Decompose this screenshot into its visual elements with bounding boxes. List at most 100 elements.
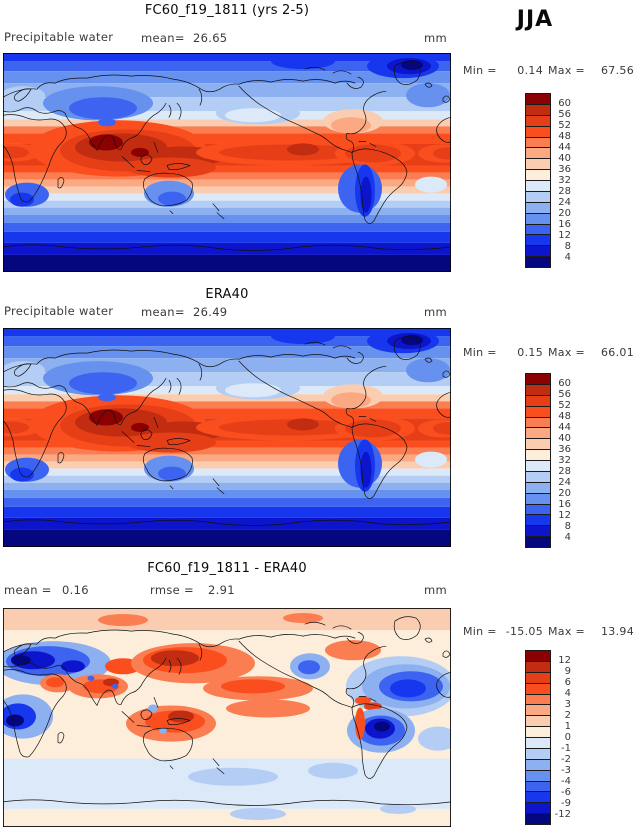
colorbar-tick: -6: [561, 786, 571, 798]
colorbar-segment: [526, 103, 550, 115]
colorbar-tick: 56: [558, 109, 571, 121]
panel3-max-label: Max =: [548, 625, 585, 638]
colorbar-segment: [526, 671, 550, 683]
colorbar-tick: 4: [564, 531, 571, 543]
panel3-mean-value: 0.16: [62, 583, 89, 597]
panel2-mean-value: 26.49: [193, 305, 228, 319]
panel1-colorbar-ticks: 60 56 52 48 44 40 36 32 28 24 20 16 12 8 4: [541, 93, 571, 268]
colorbar-tick: 3: [564, 699, 571, 711]
panel1-colorbar: [525, 93, 551, 268]
colorbar-segment: [526, 438, 550, 450]
colorbar-segment: [526, 525, 550, 537]
colorbar-tick: 16: [558, 218, 571, 230]
colorbar-tick: 20: [558, 207, 571, 219]
colorbar-tick: 12: [558, 229, 571, 241]
colorbar-segment: [526, 660, 550, 672]
colorbar-segment: [526, 449, 550, 460]
colorbar-tick: 20: [558, 487, 571, 499]
colorbar-segment: [526, 460, 550, 471]
colorbar-tick: 56: [558, 389, 571, 401]
colorbar-tick: 16: [558, 498, 571, 510]
colorbar-segment: [526, 212, 550, 224]
colorbar-tick: 48: [558, 411, 571, 423]
colorbar-tick: 32: [558, 175, 571, 186]
colorbar-tick: 60: [558, 378, 571, 390]
colorbar-tick: 2: [564, 710, 571, 722]
map-era40-precipitable-water: [3, 328, 451, 547]
colorbar-tick: 52: [558, 120, 571, 132]
colorbar-segment: [526, 514, 550, 526]
colorbar-segment: [526, 726, 550, 737]
colorbar-segment: [526, 405, 550, 417]
colorbar-tick: 28: [558, 185, 571, 197]
panel3-colorbar: [525, 650, 551, 825]
colorbar-tick: 4: [564, 688, 571, 700]
panel1-max-label: Max =: [548, 64, 585, 77]
colorbar-tick: 28: [558, 465, 571, 477]
panel1-field-label: Precipitable water: [4, 30, 114, 44]
colorbar-tick: 24: [558, 196, 571, 208]
colorbar-tick: -1: [561, 742, 571, 754]
colorbar-segment: [526, 470, 550, 482]
panel2-max-value: 66.01: [601, 346, 634, 359]
panel2-colorbar: [525, 373, 551, 548]
colorbar-segment: [526, 747, 550, 759]
colorbar-segment: [526, 682, 550, 694]
colorbar-segment: [526, 394, 550, 406]
colorbar-segment: [526, 715, 550, 727]
colorbar-tick: 36: [558, 444, 571, 456]
colorbar-segment: [526, 114, 550, 126]
colorbar-tick: 32: [558, 455, 571, 466]
panel3-min-value: -15.05: [505, 625, 543, 638]
colorbar-segment: [526, 492, 550, 504]
colorbar-tick: 12: [558, 509, 571, 521]
panel1-mean-value: 26.65: [193, 31, 228, 45]
colorbar-segment: [526, 769, 550, 781]
colorbar-tick: 0: [564, 732, 571, 743]
colorbar-segment: [526, 201, 550, 213]
panel2-colorbar-ticks: 60 56 52 48 44 40 36 32 28 24 20 16 12 8 4: [541, 373, 571, 548]
colorbar-tick: 36: [558, 164, 571, 176]
colorbar-tick: 44: [558, 422, 571, 434]
colorbar-segment: [526, 158, 550, 170]
colorbar-tick: 52: [558, 400, 571, 412]
colorbar-segment: [526, 136, 550, 148]
colorbar-segment: [526, 693, 550, 705]
colorbar-tick: 4: [564, 251, 571, 263]
colorbar-segment: [526, 481, 550, 493]
colorbar-segment: [526, 125, 550, 137]
colorbar-segment: [526, 223, 550, 235]
colorbar-tick: 60: [558, 98, 571, 110]
colorbar-segment: [526, 416, 550, 428]
panel2-min-label: Min =: [463, 346, 497, 359]
colorbar-tick: 8: [564, 520, 571, 532]
panel3-max-value: 13.94: [601, 625, 634, 638]
colorbar-tick: -12: [554, 808, 571, 820]
panel3-rmse-label: rmse =: [150, 583, 194, 597]
colorbar-segment: [526, 427, 550, 439]
colorbar-tick: -9: [561, 797, 571, 809]
colorbar-tick: 12: [558, 655, 571, 667]
panel1-min-value: 0.14: [517, 64, 543, 77]
colorbar-segment: [526, 245, 550, 257]
panel2-mean-label: mean=: [141, 305, 185, 319]
panel3-colorbar-ticks: 12 9 6 4 3 2 1 0 -1 -2 -3 -4 -6 -9 -12: [541, 650, 571, 825]
colorbar-segment: [526, 234, 550, 246]
colorbar-tick: 9: [564, 666, 571, 678]
colorbar-segment: [526, 190, 550, 202]
colorbar-segment: [526, 704, 550, 716]
colorbar-segment: [526, 791, 550, 803]
colorbar-tick: 1: [564, 721, 571, 733]
colorbar-tick: -2: [561, 753, 571, 765]
colorbar-tick: -3: [561, 764, 571, 776]
colorbar-tick: 40: [558, 433, 571, 445]
colorbar-segment: [526, 147, 550, 159]
colorbar-segment: [526, 802, 550, 814]
colorbar-segment: [526, 383, 550, 395]
panel2-title: ERA40: [205, 287, 249, 302]
colorbar-tick: 8: [564, 240, 571, 252]
panel3-rmse-value: 2.91: [208, 583, 235, 597]
colorbar-segment: [526, 169, 550, 180]
colorbar-segment: [526, 758, 550, 770]
